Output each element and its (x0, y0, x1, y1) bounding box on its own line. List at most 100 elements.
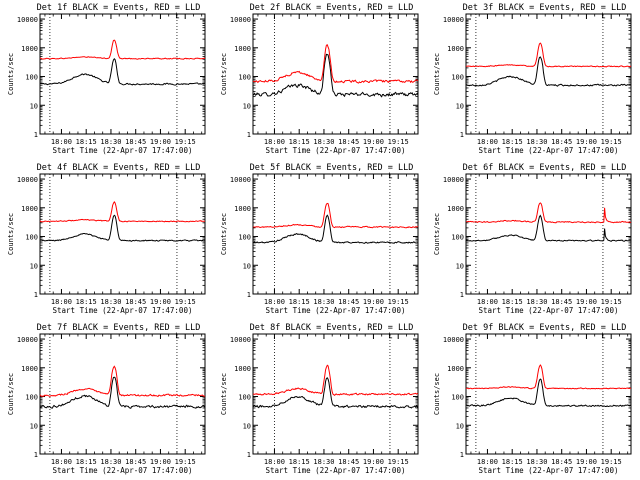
y-axis-label: Counts/sec (433, 53, 441, 95)
x-tick-label: 18:30 (100, 458, 121, 466)
y-tick-label: 100 (451, 74, 464, 82)
y-tick-label: 1 (34, 451, 38, 459)
detector-plot-5: Det 5f BLACK = Events, RED = LLD└1101001… (220, 163, 419, 315)
y-tick-label: 10000 (443, 176, 464, 184)
x-tick-label: 19:15 (175, 298, 196, 306)
x-tick-label: 18:15 (502, 458, 523, 466)
y-tick-label: 1000 (21, 205, 38, 213)
x-tick-label: 18:45 (125, 138, 146, 146)
x-tick-label: 19:15 (175, 458, 196, 466)
y-tick-label: 1 (247, 291, 251, 299)
x-tick-label: 19:15 (601, 138, 622, 146)
y-tick-label: 1 (34, 131, 38, 139)
x-tick-label: 18:45 (125, 298, 146, 306)
y-tick-label: 1 (460, 451, 464, 459)
x-tick-label: 18:45 (338, 458, 359, 466)
y-tick-label: 1 (247, 451, 251, 459)
x-tick-label: 18:00 (264, 298, 285, 306)
y-tick-label: 1 (34, 291, 38, 299)
y-axis-label: Counts/sec (220, 373, 228, 415)
x-axis-label: Start Time (22-Apr-07 17:47:00) (53, 146, 193, 155)
y-tick-label: 100 (238, 234, 251, 242)
y-tick-label: 100 (451, 394, 464, 402)
x-axis-label: Start Time (22-Apr-07 17:47:00) (266, 146, 406, 155)
plot-title: Det 4f BLACK = Events, RED = LLD (37, 163, 201, 173)
y-tick-label: 1000 (447, 205, 464, 213)
plot-title: Det 3f BLACK = Events, RED = LLD (463, 3, 627, 13)
series-events-line (465, 56, 632, 87)
x-tick-label: 18:30 (313, 298, 334, 306)
y-tick-label: 100 (238, 74, 251, 82)
y-tick-label: 1000 (447, 365, 464, 373)
x-tick-label: 18:00 (477, 298, 498, 306)
detector-plot-3: Det 3f BLACK = Events, RED = LLD└1101001… (433, 3, 632, 155)
x-tick-label: 18:15 (502, 298, 523, 306)
x-tick-label: 19:15 (388, 138, 409, 146)
detector-plot-7: Det 7f BLACK = Events, RED = LLD└1101001… (7, 323, 206, 475)
x-tick-label: 18:00 (264, 458, 285, 466)
x-tick-label: 19:00 (150, 458, 171, 466)
plot-frame (39, 173, 206, 295)
detector-plot-6: Det 6f BLACK = Events, RED = LLD└1101001… (433, 163, 632, 315)
x-tick-label: 18:45 (338, 138, 359, 146)
y-tick-label: 10 (456, 102, 464, 110)
y-tick-label: 100 (451, 234, 464, 242)
y-tick-label: 10000 (443, 16, 464, 24)
x-axis-label: Start Time (22-Apr-07 17:47:00) (479, 146, 619, 155)
series-lld-line (252, 202, 419, 229)
x-tick-label: 18:45 (551, 138, 572, 146)
y-tick-label: 10000 (230, 336, 251, 344)
y-axis-label: Counts/sec (433, 213, 441, 255)
x-tick-label: 18:30 (100, 298, 121, 306)
series-lld-line (39, 39, 206, 60)
x-tick-label: 19:00 (150, 298, 171, 306)
x-tick-label: 18:00 (51, 138, 72, 146)
plot-frame (39, 333, 206, 455)
x-axis-label: Start Time (22-Apr-07 17:47:00) (479, 306, 619, 315)
x-tick-label: 18:30 (526, 138, 547, 146)
x-tick-label: 18:30 (313, 138, 334, 146)
x-tick-label: 19:15 (388, 298, 409, 306)
x-axis-label: Start Time (22-Apr-07 17:47:00) (266, 306, 406, 315)
plot-frame (39, 13, 206, 135)
x-tick-label: 18:15 (76, 298, 97, 306)
y-tick-label: 1000 (21, 45, 38, 53)
x-axis-label: Start Time (22-Apr-07 17:47:00) (53, 306, 193, 315)
series-lld-line (252, 364, 419, 396)
y-tick-label: 1 (460, 131, 464, 139)
y-tick-label: 10000 (230, 16, 251, 24)
y-tick-label: 10 (30, 422, 38, 430)
y-tick-label: 1 (247, 131, 251, 139)
y-axis-label: Counts/sec (433, 373, 441, 415)
y-tick-label: 10000 (230, 176, 251, 184)
x-tick-label: 19:15 (601, 458, 622, 466)
y-tick-label: 10000 (443, 336, 464, 344)
detector-plot-8: Det 8f BLACK = Events, RED = LLD└1101001… (220, 323, 419, 475)
x-tick-label: 18:30 (526, 458, 547, 466)
x-tick-label: 19:00 (150, 138, 171, 146)
x-tick-label: 18:15 (502, 138, 523, 146)
x-tick-label: 18:00 (477, 138, 498, 146)
y-tick-label: 10000 (17, 176, 38, 184)
x-tick-label: 18:45 (551, 458, 572, 466)
x-tick-label: 19:00 (576, 458, 597, 466)
plot-title: Det 6f BLACK = Events, RED = LLD (463, 163, 627, 173)
x-tick-label: 18:15 (76, 458, 97, 466)
series-lld-line (465, 202, 632, 224)
x-tick-label: 18:30 (526, 298, 547, 306)
y-tick-label: 1000 (234, 45, 251, 53)
y-tick-label: 10 (456, 262, 464, 270)
series-lld-line (252, 44, 419, 84)
x-tick-label: 18:00 (264, 138, 285, 146)
y-tick-label: 1000 (234, 205, 251, 213)
y-tick-label: 100 (25, 74, 38, 82)
y-tick-label: 10 (243, 102, 251, 110)
y-tick-label: 10 (456, 422, 464, 430)
y-tick-label: 1000 (21, 365, 38, 373)
x-tick-label: 18:30 (313, 458, 334, 466)
plot-title: Det 9f BLACK = Events, RED = LLD (463, 323, 627, 333)
y-tick-label: 1000 (447, 45, 464, 53)
x-tick-label: 19:15 (388, 458, 409, 466)
plot-frame (465, 333, 632, 455)
